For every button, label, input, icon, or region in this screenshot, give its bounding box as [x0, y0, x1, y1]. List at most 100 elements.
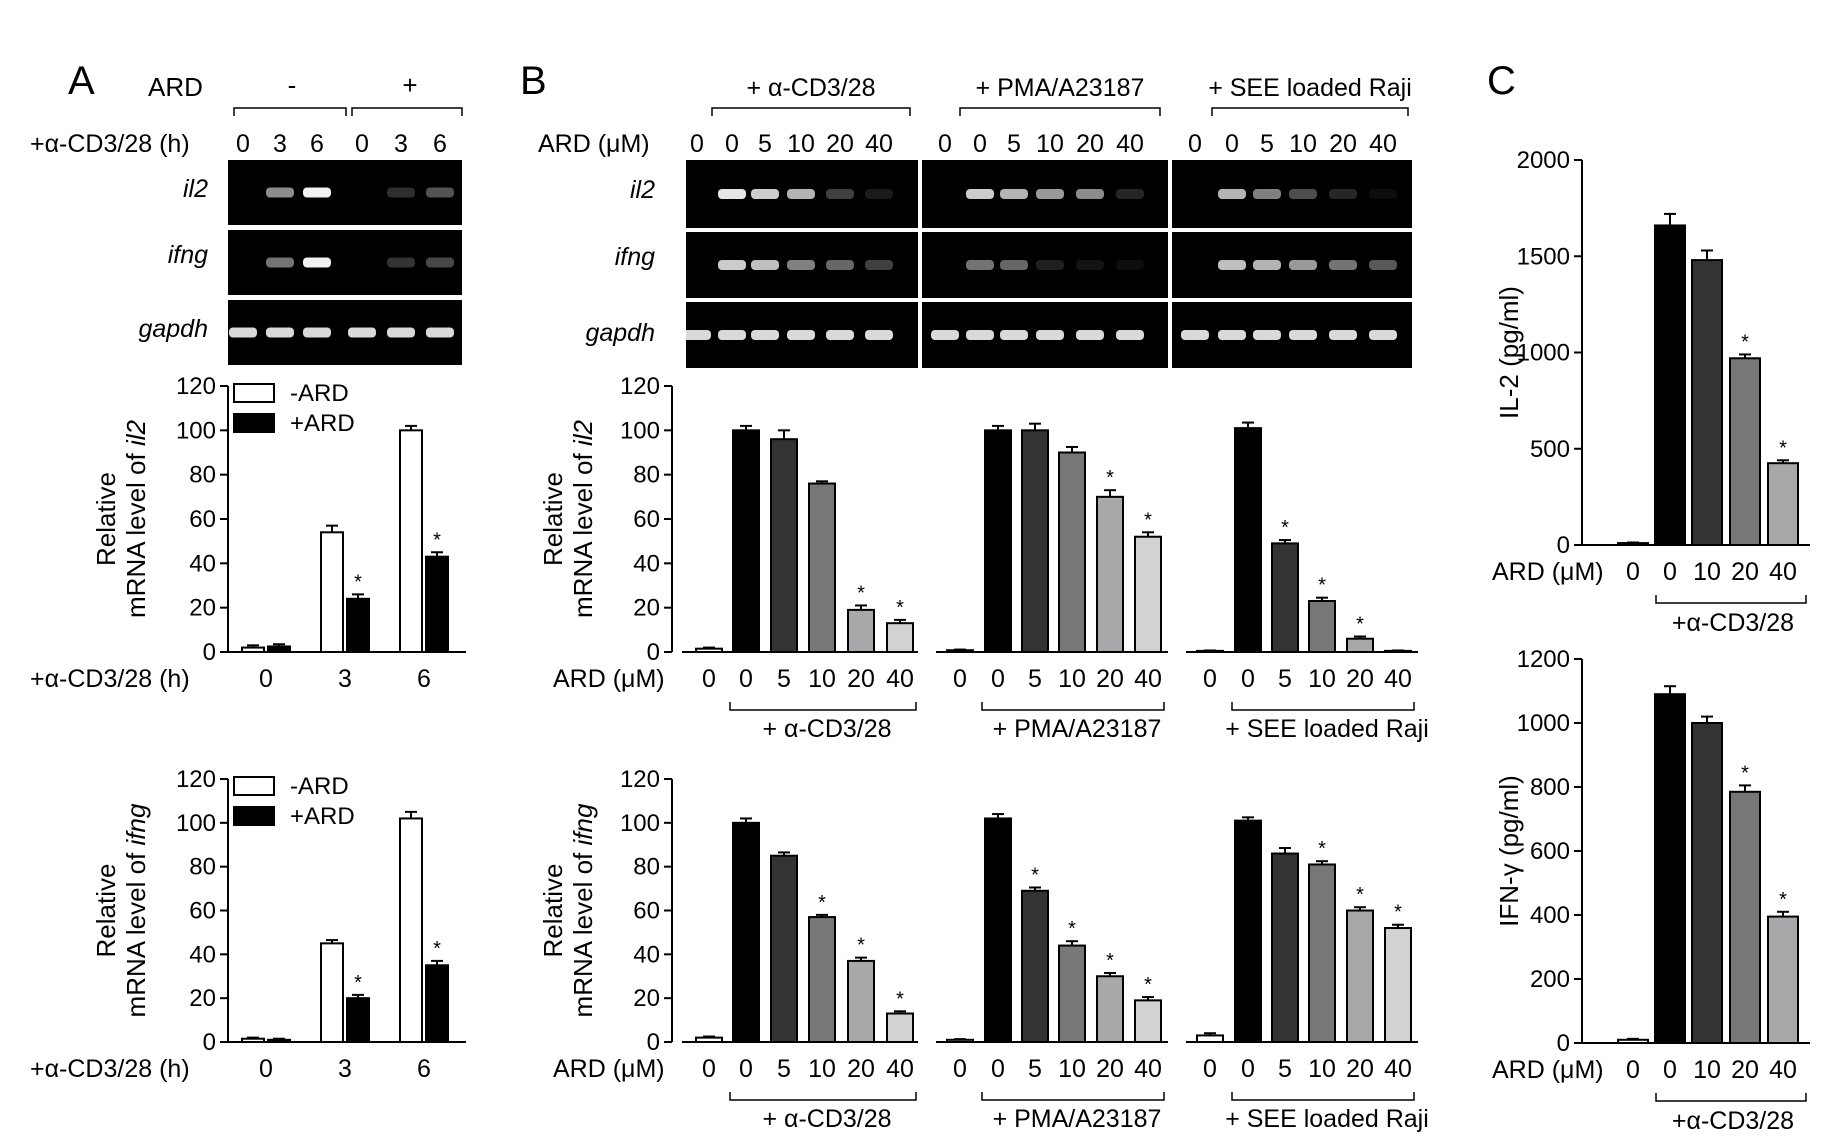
gel-b-condition-label: + PMA/A23187: [976, 74, 1145, 102]
gel-b-band: [751, 260, 779, 270]
gel-b-band: [751, 189, 779, 199]
x-tick-label: 40: [886, 1055, 914, 1083]
x-tick-label: 3: [338, 665, 352, 693]
gel-a-time-tick: 6: [433, 130, 447, 158]
significance-mark: *: [433, 529, 441, 551]
bar: [984, 429, 1012, 654]
x-tick-label: 0: [1626, 1056, 1640, 1084]
y-tick-label: 80: [189, 854, 216, 881]
x-tick-label: 5: [1028, 665, 1042, 693]
gel-b-band: [1329, 330, 1357, 340]
x-tick-label: 20: [847, 665, 875, 693]
y-tick-label: 400: [1530, 902, 1570, 929]
gel-a-band: [387, 327, 415, 338]
gel-a-ard-minus: -: [288, 70, 297, 100]
y-axis-label-line1: Relative: [91, 864, 121, 958]
gel-b-band: [1076, 330, 1104, 340]
gel-a-time-tick: 3: [394, 130, 408, 158]
x-tick-label: 40: [1134, 1055, 1162, 1083]
y-tick-label: 120: [176, 373, 216, 400]
bar: [399, 429, 423, 654]
y-tick-label: 100: [176, 810, 216, 837]
gel-b-bracket: [711, 107, 911, 116]
gel-a-ard-plus: +: [402, 70, 417, 100]
x-tick-label: 0: [702, 1055, 716, 1083]
gel-b-ard-label: ARD (μM): [538, 130, 650, 158]
y-tick-label: 40: [633, 941, 660, 968]
significance-mark: *: [1144, 509, 1152, 531]
bar: [1096, 975, 1124, 1043]
group-label: +α-CD3/28: [1672, 1107, 1794, 1135]
gel-b-lane-strip: [1172, 160, 1412, 228]
gel-b-band: [1218, 189, 1246, 199]
gel-b-gene-label: ifng: [615, 243, 655, 271]
gel-a-band: [266, 187, 294, 198]
y-tick-label: 0: [647, 639, 660, 666]
x-tick-label: 0: [991, 665, 1005, 693]
y-axis-label-gene: il2: [568, 419, 598, 446]
gel-b-band: [1253, 330, 1281, 340]
gel-b-headers: + α-CD3/28 + PMA/A23187 + SEE loaded Raji: [711, 74, 1412, 116]
bar: [425, 555, 449, 654]
gel-b-band: [1116, 189, 1144, 199]
x-tick-label: 0: [991, 1055, 1005, 1083]
y-tick-label: 60: [633, 506, 660, 533]
x-tick-label: 5: [1278, 1055, 1292, 1083]
y-axis-label-line2: mRNA level of ifng: [121, 803, 151, 1017]
gel-b-band: [718, 260, 746, 270]
gel-b-bracket: [959, 107, 1161, 116]
x-tick-label: 20: [1096, 665, 1124, 693]
gel-a-band: [266, 327, 294, 338]
bar: [770, 438, 798, 654]
gel-b-band: [865, 260, 893, 270]
bar: [1729, 790, 1761, 1044]
bar: [320, 531, 344, 653]
group-label: + α-CD3/28: [762, 1105, 891, 1133]
x-tick-label: 6: [417, 1055, 431, 1083]
significance-mark: *: [896, 597, 904, 619]
gel-b-band: [1036, 260, 1064, 270]
x-tick-label: 0: [1663, 1056, 1677, 1084]
significance-mark: *: [1318, 838, 1326, 860]
bar: [1767, 462, 1799, 546]
gel-b-band: [1076, 189, 1104, 199]
x-tick-label: 40: [1769, 1056, 1797, 1084]
y-axis-label-prefix: mRNA level of: [568, 446, 598, 618]
bar: [695, 1036, 723, 1044]
gel-b-dose-tick: 0: [690, 130, 704, 158]
gel-b-dose-tick: 20: [1329, 130, 1357, 158]
gel-a: il2 ifng gapdh: [138, 160, 462, 365]
bar: [1058, 451, 1086, 653]
y-tick-label: 0: [647, 1029, 660, 1056]
x-tick-label: 20: [847, 1055, 875, 1083]
gel-b-lane-strip: [922, 232, 1168, 298]
gel-b-band: [1000, 189, 1028, 199]
bar: [267, 645, 291, 653]
y-tick-label: 60: [633, 898, 660, 925]
bar: [346, 597, 370, 653]
bar: [1196, 1034, 1224, 1044]
x-tick-label: 0: [702, 665, 716, 693]
bar: [1134, 535, 1162, 654]
gel-a-brackets: [233, 107, 463, 116]
x-tick-label: 0: [739, 665, 753, 693]
bar: [1767, 915, 1799, 1044]
significance-mark: *: [1144, 974, 1152, 996]
gel-b-band: [1116, 260, 1144, 270]
x-tick-label: 20: [1096, 1055, 1124, 1083]
bar: [346, 997, 370, 1044]
gel-b-band: [1000, 330, 1028, 340]
group-bracket: [1655, 595, 1807, 604]
gel-b-dose-tick: 40: [865, 130, 893, 158]
bar: [1617, 1038, 1649, 1045]
group-label: + PMA/A23187: [993, 715, 1162, 743]
bar: [695, 647, 723, 653]
panel-letter-a: A: [68, 59, 95, 103]
gel-b-band: [1253, 189, 1281, 199]
x-tick-label: 0: [739, 1055, 753, 1083]
significance-mark: *: [818, 892, 826, 914]
y-axis-label-line2: mRNA level of ifng: [568, 803, 598, 1017]
gel-b-dose-tick: 0: [1225, 130, 1239, 158]
gel-b-band: [1253, 260, 1281, 270]
